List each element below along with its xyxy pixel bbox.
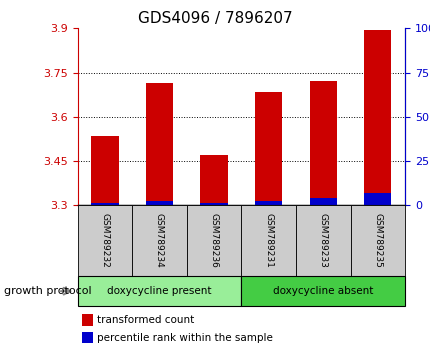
Text: GSM789236: GSM789236 [209,213,218,268]
Bar [145,201,173,205]
Bar [91,202,118,205]
Text: growth protocol: growth protocol [4,286,92,296]
Bar [200,155,227,205]
Bar [363,30,390,205]
Text: GSM789234: GSM789234 [155,213,163,268]
Text: percentile rank within the sample: percentile rank within the sample [97,333,272,343]
Text: GSM789232: GSM789232 [100,213,109,268]
Bar [145,83,173,205]
Text: GSM789233: GSM789233 [318,213,327,268]
Bar [255,92,282,205]
Text: GSM789231: GSM789231 [264,213,273,268]
Bar [200,202,227,205]
Bar [309,198,336,205]
Bar [91,136,118,205]
Bar [363,193,390,205]
Bar [309,81,336,205]
Bar [255,201,282,205]
Text: doxycycline present: doxycycline present [107,286,211,296]
Text: transformed count: transformed count [97,315,194,325]
Text: GSM789235: GSM789235 [372,213,381,268]
Text: doxycycline absent: doxycycline absent [273,286,372,296]
Text: GDS4096 / 7896207: GDS4096 / 7896207 [138,11,292,25]
